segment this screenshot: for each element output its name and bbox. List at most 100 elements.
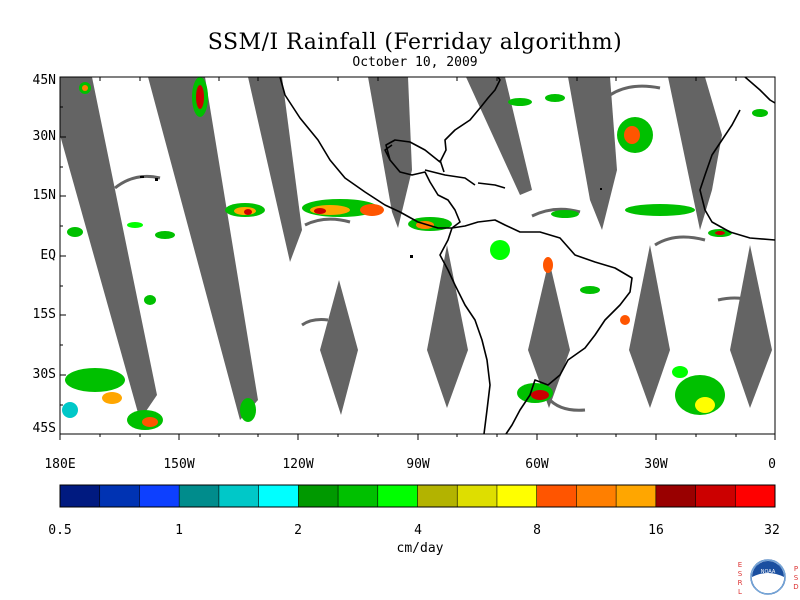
colorbar-tick-label: 2: [294, 523, 302, 538]
swath-gap: [568, 77, 617, 230]
y-axis-label: 30S: [32, 367, 56, 382]
y-axis-label: EQ: [40, 248, 56, 263]
colorbar-swatch: [695, 485, 736, 507]
y-axis-label: 15S: [32, 307, 56, 322]
colorbar-tick-label: 1: [175, 523, 183, 538]
coastline-iberia: [744, 77, 775, 104]
rain-cell: [240, 398, 256, 422]
rain-cell: [102, 392, 122, 404]
colorbar-swatch: [496, 485, 537, 507]
colorbar-swatch: [457, 485, 498, 507]
islands: [140, 176, 602, 258]
colorbar-swatch: [417, 485, 458, 507]
coastline-west-africa: [699, 109, 775, 241]
rain-cell: [672, 366, 688, 378]
rain-cell: [625, 204, 695, 216]
rain-cell: [715, 231, 725, 235]
rain-cell: [142, 417, 158, 427]
rain-cell: [127, 222, 143, 228]
rain-cell: [155, 231, 175, 239]
x-axis-label: 60W: [525, 457, 549, 472]
y-axis-label: 45S: [32, 421, 56, 436]
coastline-north-america: [279, 77, 501, 229]
swath-gap: [60, 77, 157, 420]
colorbar-swatch: [179, 485, 220, 507]
swath-arcs: [114, 77, 751, 412]
swath-gap: [320, 280, 358, 415]
colorbar-tick-label: 4: [414, 523, 422, 538]
colorbar-tick-label: 8: [533, 523, 541, 538]
rain-cell: [624, 126, 640, 144]
rain-cell: [508, 98, 532, 106]
map-plot-area: [60, 77, 775, 434]
rain-cell: [695, 397, 715, 413]
coastline-south-america: [439, 219, 633, 434]
y-axis-label: 30N: [32, 129, 56, 144]
colorbar-swatch: [258, 485, 299, 507]
swath-gap: [368, 77, 412, 228]
rain-cell: [545, 94, 565, 102]
coastline-north-america-gulf: [384, 144, 393, 161]
coastlines: [279, 77, 775, 434]
colorbar-swatch: [298, 485, 339, 507]
colorbar-swatch: [576, 485, 617, 507]
svg-text:NOAA: NOAA: [761, 569, 776, 575]
colorbar-tick-label: 0.5: [48, 523, 72, 538]
swath-gap: [466, 77, 532, 195]
colorbar-swatch: [536, 485, 577, 507]
swath-gap: [629, 245, 670, 408]
swath-gaps: [60, 77, 772, 420]
swath-gap: [427, 245, 468, 408]
colorbar: [59, 484, 776, 508]
rain-cell: [196, 85, 204, 109]
rain-cell: [752, 109, 768, 117]
map-subtitle: October 10, 2009: [352, 55, 478, 70]
rain-cell: [620, 315, 630, 325]
x-axis-ticks: [59, 434, 776, 440]
rain-cell: [531, 390, 549, 400]
plot-tick-marks: [99, 77, 737, 81]
noaa-seal-icon: NOAA: [750, 559, 786, 595]
x-axis-label: 180E: [44, 457, 76, 472]
y-axis-ticks: [60, 76, 66, 435]
x-axis-label: 120W: [282, 457, 314, 472]
colorbar-swatch: [655, 485, 696, 507]
x-axis-label: 0: [768, 457, 776, 472]
rain-cell: [62, 402, 78, 418]
coastline-florida: [439, 159, 445, 173]
swath-gap: [668, 77, 722, 230]
colorbar-swatch: [139, 485, 180, 507]
rain-cell: [144, 295, 156, 305]
colorbar-swatch: [616, 485, 657, 507]
colorbar-swatch: [99, 485, 140, 507]
colorbar-swatch: [377, 485, 418, 507]
map-title: SSM/I Rainfall (Ferriday algorithm): [207, 30, 623, 55]
y-axis-label: 45N: [32, 73, 56, 88]
rain-cell: [82, 85, 88, 91]
coastline-hispaniola: [477, 182, 506, 189]
y-axis-label: 15N: [32, 188, 56, 203]
rainfall-areas: [62, 77, 768, 430]
rain-cell: [314, 208, 326, 214]
colorbar-swatch: [60, 485, 101, 507]
rain-cell: [543, 257, 553, 273]
colorbar-swatch: [735, 485, 776, 507]
rain-cell: [360, 204, 384, 216]
coastline-cuba: [424, 169, 476, 186]
x-axis-label: 30W: [644, 457, 668, 472]
rain-cell: [244, 209, 252, 215]
colorbar-tick-label: 32: [764, 523, 780, 538]
rain-cell: [490, 240, 510, 260]
rain-cell: [65, 368, 125, 392]
swath-gap: [148, 77, 258, 420]
swath-gap: [528, 260, 570, 408]
swath-gap: [730, 245, 772, 408]
x-axis-label: 90W: [406, 457, 430, 472]
colorbar-swatch: [218, 485, 259, 507]
rain-cell: [551, 210, 579, 218]
colorbar-swatch: [338, 485, 379, 507]
colorbar-tick-label: 16: [648, 523, 664, 538]
